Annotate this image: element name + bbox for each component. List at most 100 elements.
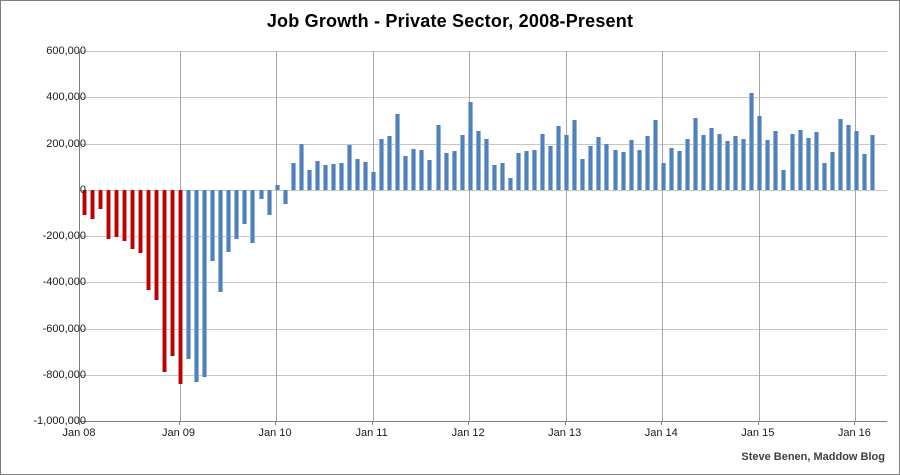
bar-2010-5 — [306, 170, 312, 190]
bar-2014-1 — [660, 163, 666, 190]
bar-2013-10 — [636, 149, 642, 190]
bar-2010-1 — [274, 185, 280, 190]
bar-2012-3 — [483, 139, 489, 190]
bar-2011-5 — [403, 155, 409, 190]
axis-tickmark — [371, 421, 373, 425]
bar-2009-7 — [226, 189, 232, 253]
y-axis-label: -1,000,000 — [33, 415, 86, 427]
chart-title: Job Growth - Private Sector, 2008-Presen… — [266, 11, 634, 31]
bar-2009-9 — [242, 189, 248, 225]
bar-2009-10 — [250, 189, 256, 243]
bar-2015-12 — [845, 125, 851, 190]
bar-2014-5 — [692, 117, 698, 190]
y-gridline — [80, 282, 887, 284]
bar-2010-9 — [338, 163, 344, 190]
bar-2011-4 — [395, 114, 401, 190]
x-gridline — [565, 51, 567, 421]
bar-2008-2 — [89, 189, 95, 219]
y-gridline — [80, 328, 887, 330]
bar-2012-12 — [556, 125, 562, 190]
bar-2010-2 — [282, 189, 288, 204]
bar-2009-8 — [234, 189, 240, 240]
bar-2015-9 — [821, 163, 827, 190]
bar-2015-3 — [773, 131, 779, 190]
x-axis-label: Jan 16 — [837, 427, 871, 439]
y-axis-label: -200,000 — [42, 230, 86, 242]
x-gridline — [276, 51, 278, 421]
bar-2016-2 — [861, 153, 867, 190]
y-gridline — [80, 51, 887, 52]
bar-2015-11 — [837, 119, 843, 190]
bar-2008-3 — [97, 189, 103, 210]
bar-2011-2 — [379, 139, 385, 190]
bar-2014-2 — [668, 148, 674, 190]
bar-2009-5 — [210, 189, 216, 262]
bar-2008-6 — [121, 189, 127, 241]
bar-2011-8 — [427, 160, 433, 190]
bar-2010-7 — [322, 165, 328, 190]
x-gridline — [662, 51, 664, 421]
bar-2013-1 — [564, 135, 570, 190]
bar-2014-9 — [725, 141, 731, 190]
bar-2009-4 — [202, 189, 208, 378]
bar-2012-1 — [467, 101, 473, 190]
bar-2011-7 — [419, 149, 425, 190]
axis-tickmark — [757, 421, 759, 425]
bar-2009-3 — [194, 189, 200, 382]
bar-2008-1 — [81, 189, 87, 216]
x-gridline — [372, 51, 374, 421]
bar-2015-4 — [781, 170, 787, 190]
bar-2009-2 — [186, 189, 192, 359]
y-axis-label: -400,000 — [42, 276, 86, 289]
y-axis-label: -800,000 — [42, 368, 86, 381]
bar-2008-7 — [129, 189, 135, 249]
bar-2016-1 — [853, 131, 859, 190]
bar-2010-4 — [298, 143, 304, 190]
axis-tickmark — [854, 421, 856, 425]
bar-2013-6 — [604, 143, 610, 190]
bar-2010-11 — [355, 158, 361, 190]
bar-2015-10 — [829, 152, 835, 190]
bar-2013-3 — [580, 158, 586, 190]
bar-2013-8 — [620, 152, 626, 190]
x-axis-label: Jan 12 — [451, 427, 485, 439]
bar-2013-9 — [628, 140, 634, 190]
bar-2012-7 — [515, 152, 521, 190]
axis-tickmark — [564, 421, 566, 425]
bar-2013-2 — [572, 119, 578, 190]
axis-tickmark — [178, 421, 180, 425]
plot-area — [79, 51, 887, 422]
x-gridline — [758, 51, 760, 421]
bar-2011-6 — [411, 148, 417, 190]
bar-2013-12 — [652, 119, 658, 190]
bar-2009-11 — [258, 189, 264, 199]
axis-tickmark — [661, 421, 663, 425]
x-axis-label: Jan 10 — [258, 427, 292, 439]
bar-2014-3 — [676, 150, 682, 190]
bar-2015-8 — [813, 132, 819, 190]
axis-tickmark — [79, 421, 80, 425]
bar-2008-9 — [145, 189, 151, 291]
bar-2012-2 — [475, 131, 481, 190]
x-gridline — [469, 51, 471, 421]
bar-2012-8 — [524, 150, 530, 190]
bar-2011-12 — [459, 135, 465, 190]
bar-2015-7 — [805, 137, 811, 190]
bar-2011-9 — [435, 125, 441, 190]
bar-2008-12 — [170, 189, 175, 357]
x-axis-label: Jan 15 — [741, 427, 775, 439]
y-gridline — [80, 236, 887, 237]
y-gridline — [80, 374, 887, 376]
axis-tickmark — [468, 421, 470, 425]
bar-2009-6 — [218, 189, 224, 292]
x-axis-label: Jan 11 — [355, 427, 388, 439]
source-attribution: Steve Benen, Maddow Blog — [741, 451, 885, 463]
bar-2010-3 — [290, 163, 296, 190]
x-axis-label: Jan 14 — [644, 427, 678, 439]
bar-2013-5 — [596, 137, 602, 190]
bar-2013-11 — [644, 135, 650, 190]
y-gridline — [80, 189, 887, 191]
axis-tickmark — [275, 421, 277, 425]
bar-2014-7 — [709, 127, 715, 190]
